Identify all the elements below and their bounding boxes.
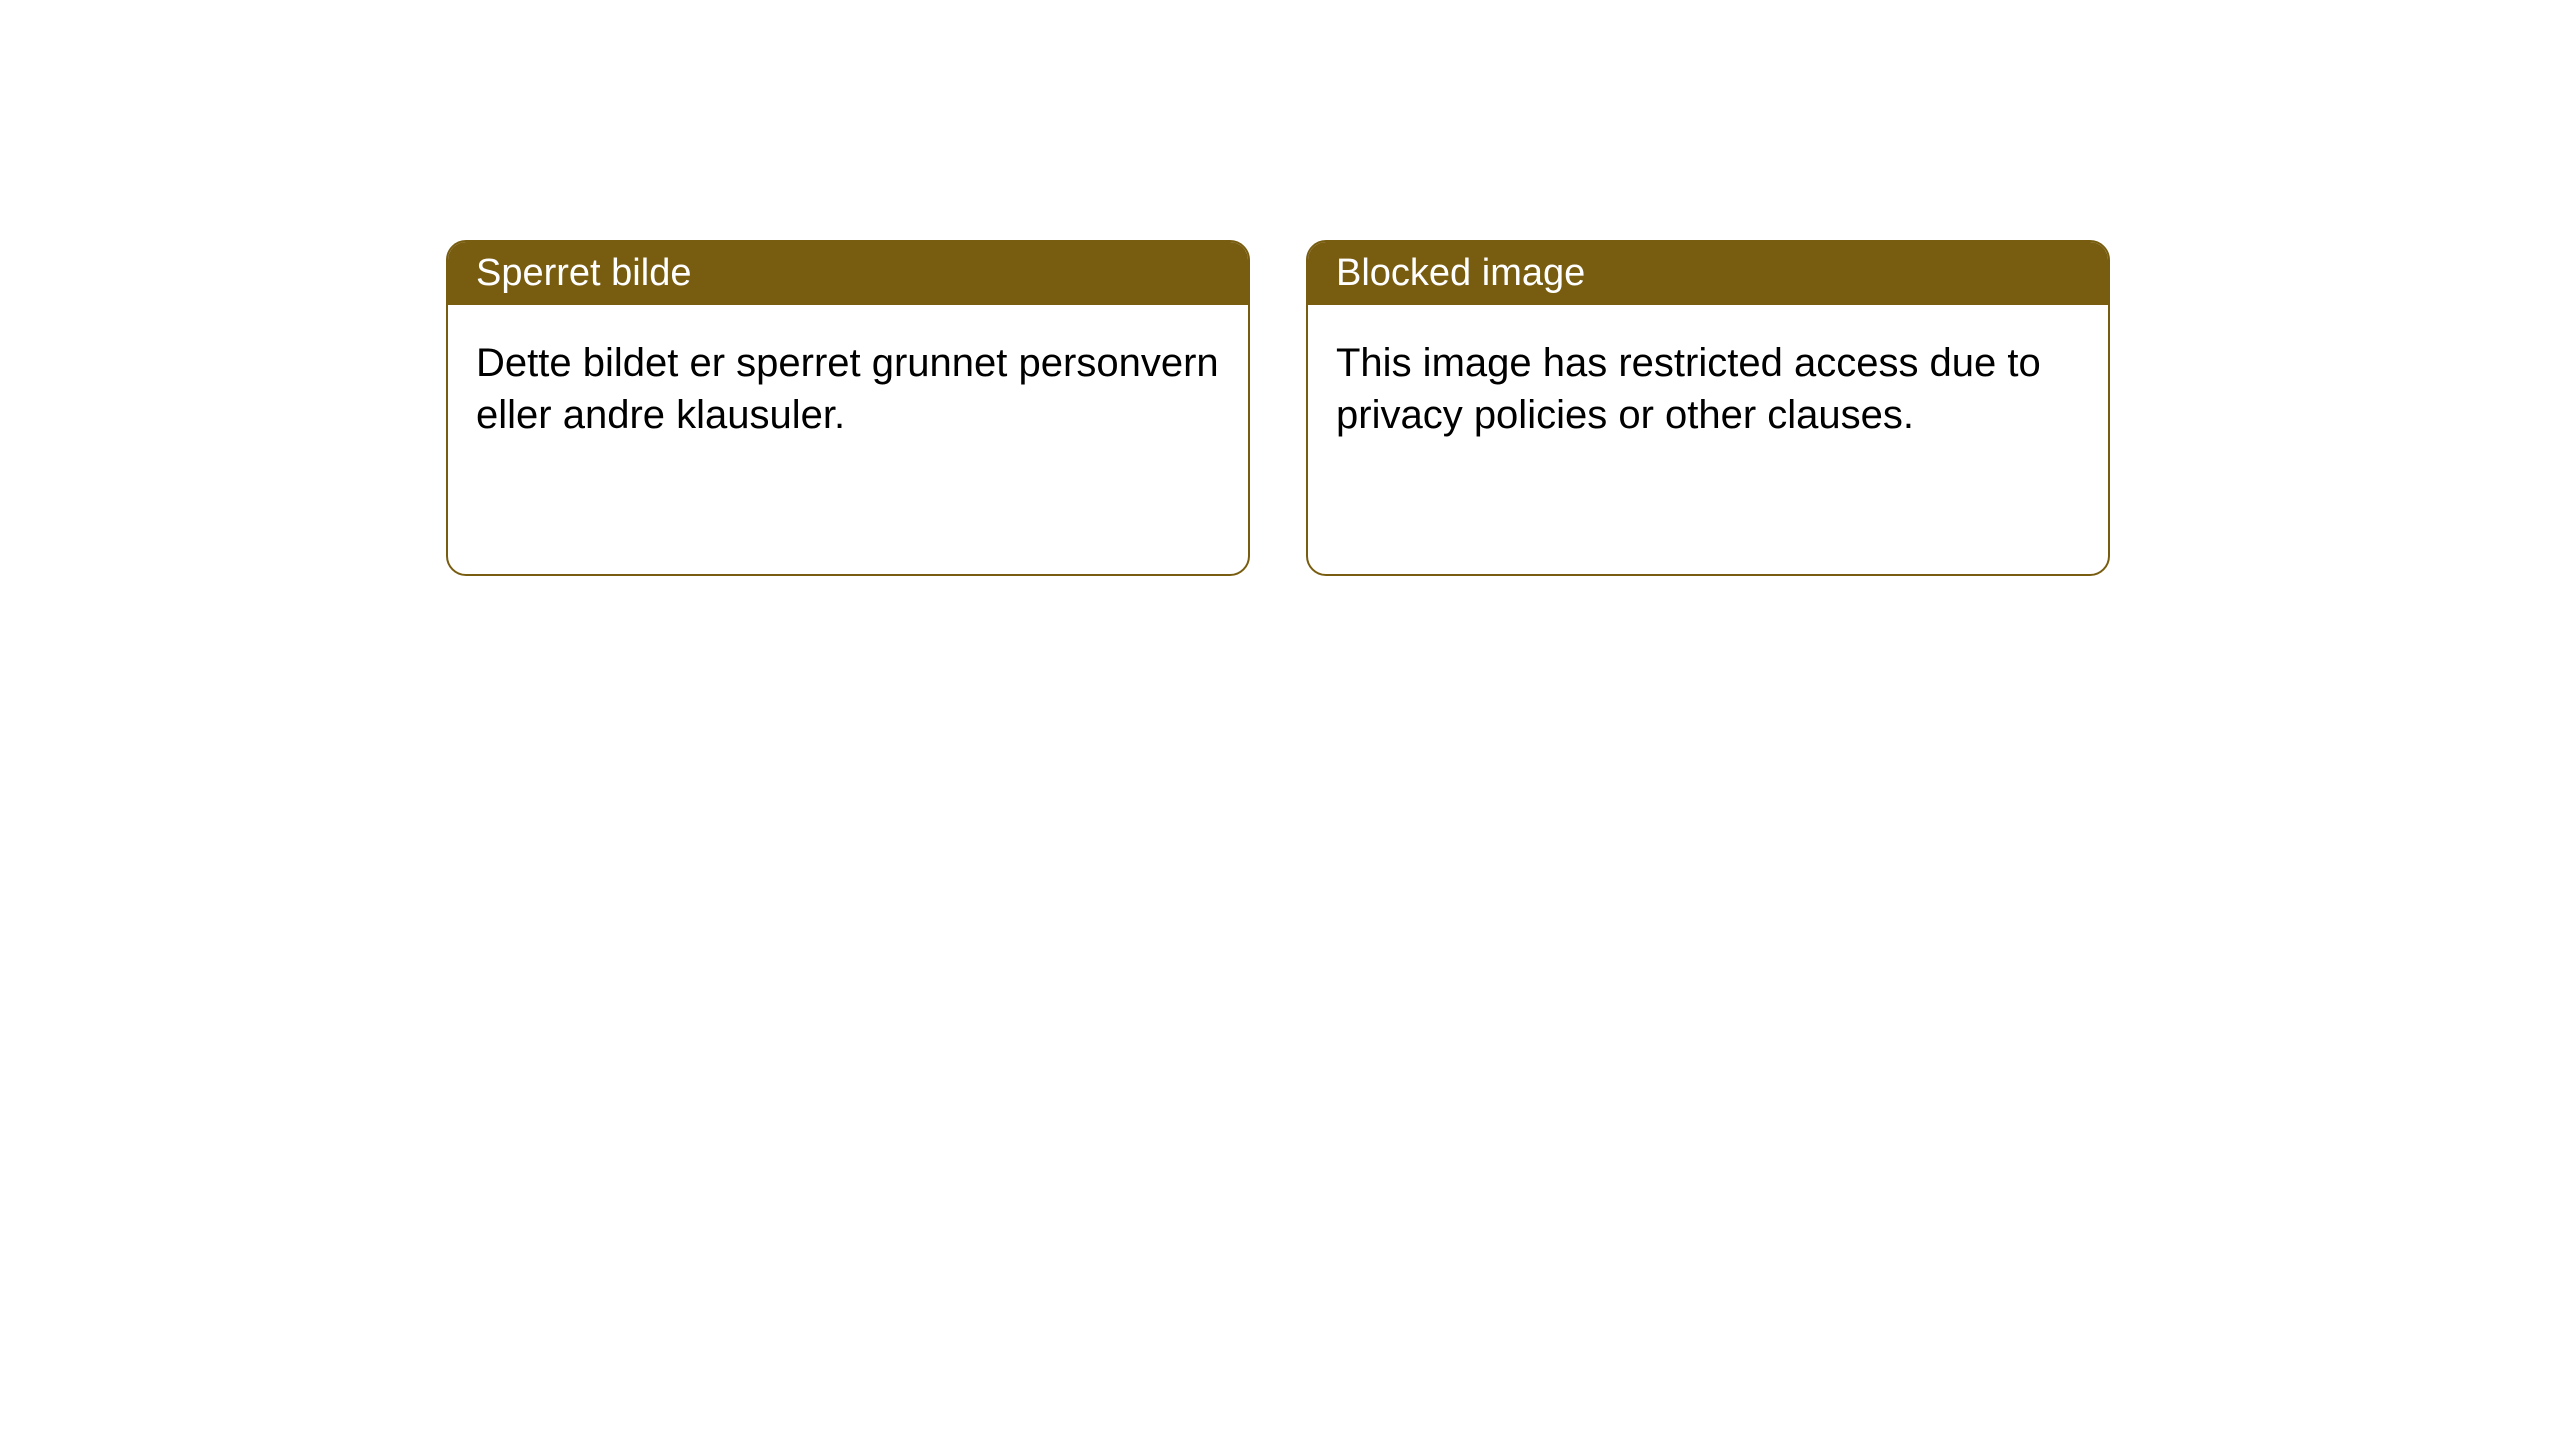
notice-container: Sperret bilde Dette bildet er sperret gr… [0, 0, 2560, 576]
card-body: Dette bildet er sperret grunnet personve… [448, 305, 1248, 473]
card-body: This image has restricted access due to … [1308, 305, 2108, 473]
card-header: Sperret bilde [448, 242, 1248, 305]
card-title: Blocked image [1336, 252, 1585, 294]
notice-card-english: Blocked image This image has restricted … [1306, 240, 2110, 576]
card-body-text: This image has restricted access due to … [1336, 341, 2041, 437]
card-header: Blocked image [1308, 242, 2108, 305]
card-title: Sperret bilde [476, 252, 691, 294]
card-body-text: Dette bildet er sperret grunnet personve… [476, 341, 1219, 437]
notice-card-norwegian: Sperret bilde Dette bildet er sperret gr… [446, 240, 1250, 576]
